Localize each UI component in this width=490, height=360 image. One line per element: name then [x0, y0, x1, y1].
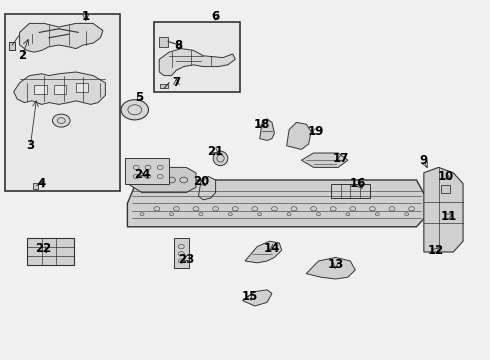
Text: 11: 11: [440, 210, 457, 222]
Text: 12: 12: [428, 244, 444, 257]
Bar: [125, 158, 169, 184]
Text: 19: 19: [308, 125, 324, 138]
Polygon shape: [260, 119, 274, 140]
Bar: [174, 238, 189, 268]
Text: 14: 14: [264, 242, 280, 255]
Text: 10: 10: [438, 170, 454, 183]
Polygon shape: [243, 290, 272, 306]
Bar: [9, 42, 15, 50]
Text: 15: 15: [242, 291, 258, 303]
Text: 18: 18: [254, 118, 270, 131]
Bar: [54, 85, 66, 94]
Polygon shape: [198, 176, 216, 200]
Text: 2: 2: [18, 49, 26, 62]
Ellipse shape: [213, 151, 228, 166]
Text: 5: 5: [136, 91, 144, 104]
Text: 24: 24: [134, 168, 150, 181]
Bar: [159, 37, 168, 47]
Bar: [441, 185, 450, 193]
Text: 9: 9: [420, 154, 428, 167]
Polygon shape: [159, 49, 235, 76]
Polygon shape: [20, 23, 103, 52]
Polygon shape: [424, 167, 463, 252]
Text: 1: 1: [82, 10, 90, 23]
Bar: [5, 14, 120, 191]
Bar: [33, 183, 38, 189]
Polygon shape: [127, 167, 196, 193]
Bar: [27, 238, 74, 265]
Text: 20: 20: [193, 175, 209, 188]
Text: 13: 13: [327, 258, 344, 271]
Text: 7: 7: [172, 76, 180, 89]
Bar: [160, 84, 168, 88]
Text: 23: 23: [178, 253, 195, 266]
Text: 4: 4: [38, 177, 46, 190]
Circle shape: [121, 100, 148, 120]
Bar: [34, 85, 47, 94]
Text: 6: 6: [212, 10, 220, 23]
Polygon shape: [301, 153, 348, 167]
Text: 21: 21: [207, 145, 224, 158]
Polygon shape: [14, 72, 105, 104]
Bar: [76, 83, 88, 92]
Polygon shape: [287, 122, 311, 149]
Text: 16: 16: [349, 177, 366, 190]
Polygon shape: [306, 257, 355, 279]
Text: 3: 3: [26, 139, 34, 152]
Text: 22: 22: [35, 242, 51, 255]
Polygon shape: [127, 180, 426, 227]
Bar: [154, 22, 240, 92]
Text: 17: 17: [332, 152, 349, 165]
Polygon shape: [245, 241, 282, 263]
Bar: [331, 184, 370, 198]
Text: 8: 8: [175, 39, 183, 51]
Circle shape: [52, 114, 70, 127]
